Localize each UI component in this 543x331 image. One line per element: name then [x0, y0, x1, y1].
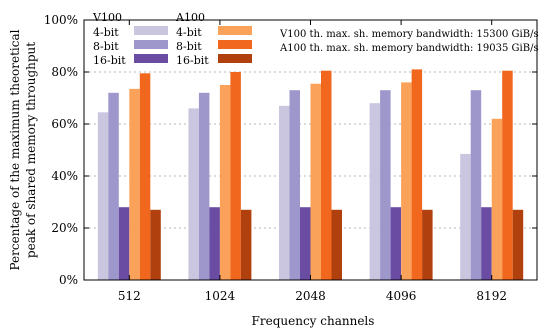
legend-v100-8bit-swatch — [134, 40, 168, 49]
legend-a100-4bit-swatch — [218, 26, 252, 35]
x-tick-label: 4096 — [386, 289, 417, 303]
y-tick-label: 60% — [51, 117, 78, 131]
legend-v100-4bit-swatch — [134, 26, 168, 35]
legend-a100-4bit-label: 4-bit — [176, 26, 202, 39]
bar-a100-8-bit-4096 — [411, 69, 423, 281]
legend-v100-16bit-swatch — [134, 54, 168, 63]
bar-a100-4-bit-2048 — [310, 83, 321, 280]
y-tick-label: 40% — [51, 169, 78, 183]
bar-v100-8-bit-512 — [108, 92, 119, 280]
y-tick-label: 20% — [51, 221, 78, 235]
bar-a100-4-bit-8192 — [491, 118, 503, 280]
bar-v100-8-bit-8192 — [470, 90, 482, 280]
legend-title-a100: A100 — [175, 11, 205, 24]
legend-title-v100: V100 — [92, 11, 122, 24]
y-axis-label-line-1: Percentage of the maximum theoretical — [8, 29, 22, 270]
bar-a100-8-bit-512 — [139, 73, 151, 280]
x-tick-label: 8192 — [476, 289, 507, 303]
bar-v100-4-bit-8192 — [460, 153, 471, 280]
bar-v100-4-bit-2048 — [279, 105, 290, 280]
axis-ticks: 0% 20% 40% 60% 80% 100% 512 1024 2048 4096 8192 — [44, 13, 537, 303]
legend-a100-16bit-label: 16-bit — [176, 54, 209, 67]
legend-a100-8bit-swatch — [218, 40, 252, 49]
bars — [97, 69, 524, 281]
bar-v100-16-bit-8192 — [481, 207, 492, 280]
bar-v100-4-bit-4096 — [369, 103, 381, 280]
bar-a100-16-bit-1024 — [240, 209, 252, 280]
bar-v100-8-bit-1024 — [198, 92, 210, 280]
y-tick-label: 80% — [51, 65, 78, 79]
y-tick-label: 100% — [44, 13, 78, 27]
legend-a100-8bit-label: 8-bit — [176, 40, 202, 53]
legend-a100-16bit-swatch — [218, 54, 252, 63]
bar-v100-16-bit-4096 — [390, 207, 402, 280]
bar-a100-8-bit-2048 — [321, 70, 332, 280]
bar-a100-16-bit-512 — [150, 209, 161, 280]
bar-v100-16-bit-512 — [118, 207, 130, 280]
bar-v100-16-bit-1024 — [209, 207, 220, 280]
x-axis-label: Frequency channels — [252, 314, 375, 328]
bar-a100-8-bit-8192 — [502, 70, 513, 280]
bar-a100-4-bit-1024 — [219, 85, 231, 280]
bar-v100-8-bit-4096 — [380, 90, 391, 280]
legend: V100 A100 4-bit 8-bit 16-bit 4-bit 8-bit… — [92, 11, 252, 67]
bar-a100-8-bit-1024 — [230, 72, 241, 280]
legend-v100-4bit-label: 4-bit — [93, 26, 119, 39]
annotation-v100-bandwidth: V100 th. max. sh. memory bandwidth: 1530… — [279, 29, 539, 40]
bar-v100-4-bit-1024 — [188, 108, 199, 281]
x-tick-label: 1024 — [205, 289, 236, 303]
x-tick-label: 2048 — [295, 289, 326, 303]
legend-v100-8bit-label: 8-bit — [93, 40, 119, 53]
bar-a100-4-bit-512 — [129, 88, 140, 281]
y-tick-label: 0% — [59, 273, 78, 287]
y-axis-label-line-2: peak of shared memory throughput — [24, 42, 38, 258]
legend-v100-16bit-label: 16-bit — [93, 54, 126, 67]
bar-v100-8-bit-2048 — [289, 90, 300, 280]
bar-v100-4-bit-512 — [97, 112, 109, 280]
bar-a100-16-bit-4096 — [422, 209, 433, 280]
bar-v100-16-bit-2048 — [300, 207, 311, 280]
bar-a100-4-bit-4096 — [401, 82, 412, 281]
bar-a100-16-bit-2048 — [331, 209, 342, 280]
bar-a100-16-bit-8192 — [512, 209, 524, 280]
annotation-a100-bandwidth: A100 th. max. sh. memory bandwidth: 1903… — [279, 43, 539, 54]
x-tick-label: 512 — [118, 289, 141, 303]
